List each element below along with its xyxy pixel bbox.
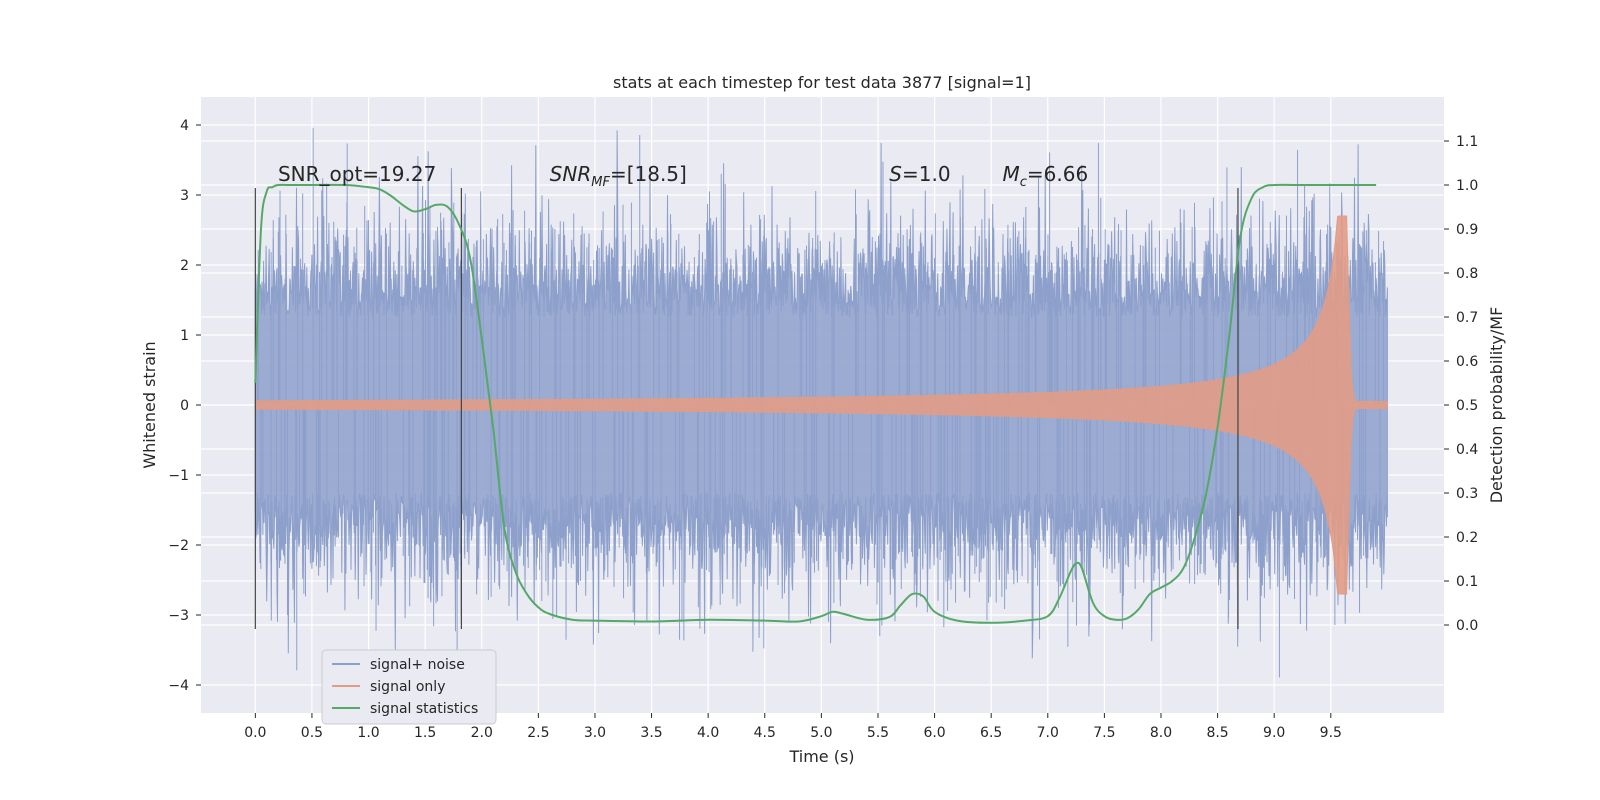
x-tick-label: 4.5 (754, 725, 776, 741)
signal-statistics-series (254, 183, 1377, 624)
chart-title: stats at each timestep for test data 387… (613, 73, 1031, 92)
y2-tick-label: 0.8 (1456, 266, 1478, 282)
annotations: SNR_opt=19.27 SNRMF=[18.5] S=1.0 Mc=6.66 (278, 162, 1088, 190)
x-tick-label: 3.5 (640, 725, 662, 741)
signal-statistics-line (254, 183, 1377, 624)
y2-tick-label: 0.3 (1456, 486, 1478, 502)
x-tick-label: 0.0 (244, 725, 266, 741)
y-tick-label: 3 (180, 188, 189, 204)
x-tick-label: 3.0 (584, 725, 606, 741)
x-tick-label: 8.5 (1206, 725, 1228, 741)
x-tick-label: 7.5 (1093, 725, 1115, 741)
y2-tick-labels: 1.1 1.0 0.9 0.8 0.7 0.6 0.5 0.4 0.3 0.2 0.1 0.0 (1444, 134, 1478, 634)
x-tick-label: 6.0 (923, 725, 945, 741)
annotation-1: SNRMF=[18.5] (550, 162, 687, 190)
annotation-3: Mc=6.66 (1002, 162, 1088, 190)
y2-tick-label: 0.1 (1456, 574, 1478, 590)
legend-box (321, 649, 497, 725)
y-tick-labels: 4 3 2 1 0 −1 −2 −3 −4 (168, 118, 201, 694)
x-tick-label: 1.5 (414, 725, 436, 741)
annotation-2: S=1.0 (889, 162, 950, 186)
y2-axis-label: Detection probability/MF (1487, 307, 1506, 504)
x-tick-label: 2.0 (471, 725, 493, 741)
x-tick-label: 0.5 (301, 725, 323, 741)
y-tick-label: 1 (180, 328, 189, 344)
signal-envelope (254, 215, 1388, 595)
y-tick-label: 4 (180, 118, 189, 134)
x-tick-label: 9.5 (1320, 725, 1342, 741)
y-tick-label: −3 (168, 608, 189, 624)
y2-tick-label: 0.6 (1456, 354, 1478, 370)
x-tick-label: 8.0 (1150, 725, 1172, 741)
legend-label-stats: signal statistics (370, 701, 478, 717)
y-tick-label: 0 (180, 398, 189, 414)
y2-tick-label: 0.9 (1456, 222, 1478, 238)
x-tick-label: 9.0 (1263, 725, 1285, 741)
x-tick-label: 1.0 (357, 725, 379, 741)
y-tick-label: 2 (180, 258, 189, 274)
signal-only-series (254, 215, 1388, 595)
legend-label-noise: signal+ noise (370, 657, 465, 673)
x-tick-labels: 0.0 0.5 1.0 1.5 2.0 2.5 3.0 3.5 4.0 4.5 5.0 5.5 6.0 6… (244, 713, 1342, 741)
y-tick-label: −4 (168, 678, 189, 694)
x-tick-label: 4.0 (697, 725, 719, 741)
annotation-0: SNR_opt=19.27 (278, 162, 436, 186)
y2-tick-label: 0.0 (1456, 618, 1478, 634)
y-tick-label: −1 (168, 468, 189, 484)
y2-tick-label: 0.2 (1456, 530, 1478, 546)
y2-tick-label: 0.4 (1456, 442, 1478, 458)
x-tick-label: 5.0 (810, 725, 832, 741)
noise-band (254, 130, 1388, 659)
x-tick-label: 7.0 (1037, 725, 1059, 741)
y2-tick-label: 1.1 (1456, 134, 1478, 150)
x-tick-label: 5.5 (867, 725, 889, 741)
y2-tick-label: 0.5 (1456, 398, 1478, 414)
y2-tick-label: 1.0 (1456, 178, 1478, 194)
x-tick-label: 2.5 (527, 725, 549, 741)
legend: signal+ noise signal only signal statist… (321, 649, 497, 725)
y-tick-label: −2 (168, 538, 189, 554)
x-axis-label: Time (s) (788, 747, 854, 766)
y-axis-label: Whitened strain (140, 341, 159, 468)
x-tick-label: 6.5 (980, 725, 1002, 741)
legend-label-signal: signal only (370, 679, 445, 695)
y2-tick-label: 0.7 (1456, 310, 1478, 326)
